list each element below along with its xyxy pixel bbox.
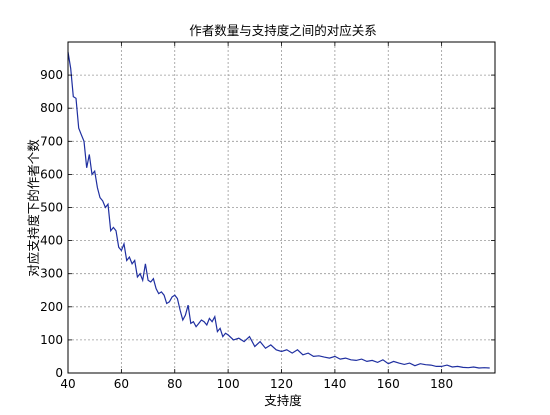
y-tick-label: 500 bbox=[40, 201, 63, 215]
grid bbox=[67, 42, 495, 374]
y-axis-label: 对应支持度下的作者个数 bbox=[26, 139, 41, 277]
x-axis-label: 支持度 bbox=[264, 393, 302, 408]
x-tick-label: 160 bbox=[377, 377, 400, 391]
x-tick-label: 100 bbox=[217, 377, 240, 391]
y-tick-label: 0 bbox=[55, 366, 63, 380]
x-tick-label: 120 bbox=[270, 377, 293, 391]
y-tick-label: 900 bbox=[40, 68, 63, 82]
x-tick-label: 80 bbox=[167, 377, 182, 391]
y-tick-label: 800 bbox=[40, 101, 63, 115]
x-tick-label: 60 bbox=[114, 377, 129, 391]
chart-title: 作者数量与支持度之间的对应关系 bbox=[189, 23, 377, 38]
x-tick-label: 180 bbox=[430, 377, 453, 391]
x-tick-label: 140 bbox=[323, 377, 346, 391]
y-tick-label: 400 bbox=[40, 234, 63, 248]
x-tick-label: 40 bbox=[60, 377, 75, 391]
y-tick-label: 200 bbox=[40, 300, 63, 314]
series-line bbox=[67, 51, 490, 369]
y-tick-label: 100 bbox=[40, 333, 63, 347]
tick-labels: 40 60 80 100 120 140 160 180 0 100 200 300 400 500 600… bbox=[40, 68, 453, 391]
y-tick-label: 600 bbox=[40, 167, 63, 181]
y-tick-label: 700 bbox=[40, 134, 63, 148]
ticks bbox=[67, 42, 495, 374]
y-tick-label: 300 bbox=[40, 267, 63, 281]
